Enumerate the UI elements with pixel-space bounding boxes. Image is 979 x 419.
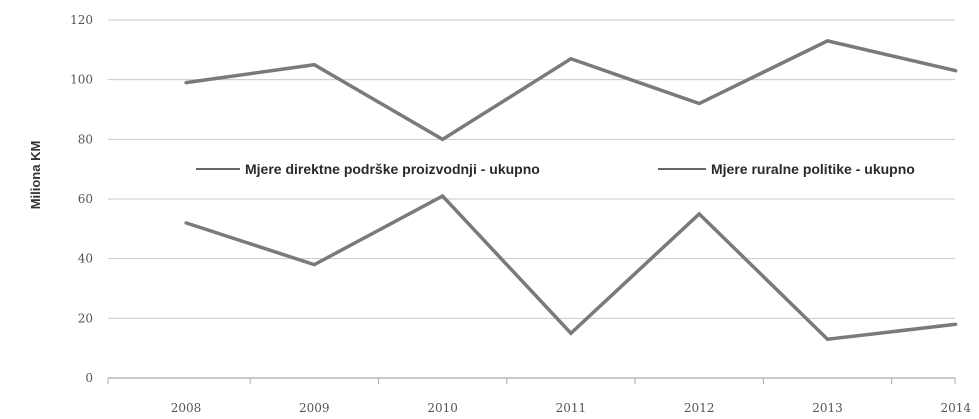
x-tick-label: 2011	[556, 401, 587, 415]
x-tick-label: 2014	[941, 401, 972, 415]
x-tick-label: 2009	[299, 401, 330, 415]
y-tick-label: 40	[78, 252, 93, 266]
y-tick-label: 120	[70, 13, 93, 27]
x-tick-label: 2013	[812, 401, 843, 415]
data-point	[441, 137, 445, 141]
legend: Mjere direktne podrške proizvodnji - uku…	[196, 161, 915, 177]
data-point	[312, 63, 316, 67]
data-point	[825, 39, 830, 43]
legend-label-2: Mjere ruralne politike - ukupno	[711, 161, 915, 177]
y-tick-label: 60	[78, 192, 93, 206]
y-tick-label: 100	[70, 73, 93, 87]
series-lines	[184, 39, 958, 342]
gridlines	[108, 19, 955, 319]
legend-label-1: Mjere direktne podrške proizvodnji - uku…	[245, 161, 540, 177]
data-point	[441, 194, 445, 198]
y-tick-label: 20	[78, 311, 93, 325]
series-line-1	[185, 39, 957, 142]
axes: 0 20 40 60 80 100 120 2008 2009 2010 2011 2012 2013 2…	[70, 13, 971, 415]
data-point	[697, 101, 701, 106]
x-tick-label: 2010	[427, 401, 458, 415]
y-axis-label: Miliona KM	[28, 141, 43, 210]
y-tick-label: 0	[85, 371, 93, 385]
series-line-2	[185, 193, 957, 342]
x-tick-label: 2008	[171, 401, 202, 415]
data-point	[312, 263, 316, 267]
data-point	[184, 221, 188, 225]
y-tick-label: 80	[78, 132, 93, 146]
data-point	[697, 212, 701, 216]
data-point	[184, 81, 188, 85]
data-point	[825, 337, 830, 341]
data-point	[954, 69, 958, 73]
data-point	[954, 322, 958, 326]
data-point	[569, 331, 573, 335]
data-point	[569, 57, 573, 61]
x-tick-label: 2012	[684, 401, 715, 415]
